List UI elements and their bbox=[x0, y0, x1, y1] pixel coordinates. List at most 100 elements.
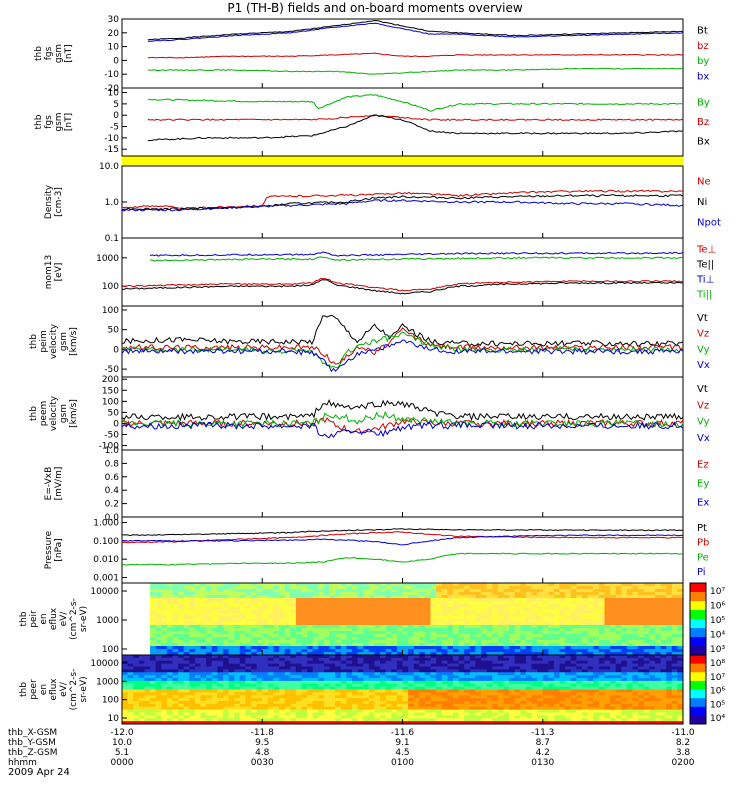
heatmap-cell bbox=[172, 680, 179, 685]
heatmap-cell bbox=[217, 692, 224, 696]
heatmap-cell bbox=[166, 628, 173, 632]
heatmap-cell bbox=[615, 660, 622, 665]
heatmap-cell bbox=[447, 607, 454, 611]
heatmap-cell bbox=[509, 646, 516, 650]
heatmap-cell bbox=[206, 721, 213, 725]
heatmap-cell bbox=[576, 709, 583, 713]
heatmap-cell bbox=[295, 698, 303, 702]
heatmap-cell bbox=[273, 712, 280, 716]
heatmap-cell bbox=[469, 678, 476, 682]
heatmap-cell bbox=[424, 622, 432, 626]
heatmap-cell bbox=[200, 586, 207, 590]
heatmap-cell bbox=[424, 655, 432, 659]
heatmap-cell bbox=[559, 703, 566, 708]
heatmap-cell bbox=[509, 640, 516, 644]
heatmap-cell bbox=[380, 686, 387, 690]
heatmap-cell bbox=[166, 678, 173, 682]
heatmap-cell bbox=[273, 601, 280, 605]
heatmap-cell bbox=[638, 680, 645, 685]
heatmap-cell bbox=[307, 692, 314, 696]
heatmap-cell bbox=[402, 583, 409, 587]
heatmap-cell bbox=[396, 649, 403, 653]
heatmap-cell bbox=[279, 715, 286, 719]
heatmap-cell bbox=[323, 680, 331, 685]
heatmap-cell bbox=[525, 604, 533, 608]
heatmap-cell bbox=[301, 652, 308, 656]
heatmap-cell bbox=[447, 718, 454, 722]
heatmap-cell bbox=[441, 631, 448, 635]
heatmap-cell bbox=[290, 583, 297, 587]
heatmap-cell bbox=[217, 631, 224, 635]
heatmap-cell bbox=[402, 655, 409, 659]
heatmap-cell bbox=[610, 703, 617, 708]
heatmap-cell bbox=[503, 692, 510, 696]
heatmap-cell bbox=[122, 703, 129, 708]
heatmap-cell bbox=[615, 619, 622, 623]
heatmap-cell bbox=[520, 613, 527, 617]
heatmap-cell bbox=[638, 698, 645, 702]
ytick-label: 1000 bbox=[96, 616, 119, 626]
heatmap-cell bbox=[256, 709, 263, 713]
heatmap-cell bbox=[363, 622, 370, 626]
heatmap-cell bbox=[610, 637, 617, 641]
heatmap-cell bbox=[458, 701, 465, 705]
heatmap-cell bbox=[312, 595, 319, 599]
heatmap-cell bbox=[492, 643, 499, 647]
heatmap-cell bbox=[458, 698, 465, 702]
heatmap-cell bbox=[509, 718, 516, 722]
heatmap-cell bbox=[582, 616, 589, 620]
heatmap-cell bbox=[430, 675, 437, 679]
heatmap-cell bbox=[346, 631, 353, 635]
heatmap-cell bbox=[509, 701, 516, 705]
heatmap-cell bbox=[514, 619, 521, 623]
heatmap-cell bbox=[419, 637, 426, 641]
heatmap-cell bbox=[430, 683, 437, 688]
heatmap-cell bbox=[537, 634, 544, 638]
heatmap-cell bbox=[318, 643, 325, 647]
heatmap-cell bbox=[542, 631, 549, 635]
heatmap-cell bbox=[565, 718, 572, 722]
heatmap-cell bbox=[514, 601, 521, 605]
heatmap-cell bbox=[194, 692, 202, 696]
ytick-label: 100 bbox=[102, 282, 119, 292]
heatmap-cell bbox=[206, 604, 213, 608]
heatmap-cell bbox=[638, 595, 645, 599]
heatmap-cell bbox=[464, 631, 471, 635]
heatmap-cell bbox=[486, 663, 493, 667]
heatmap-cell bbox=[178, 689, 185, 693]
heatmap-cell bbox=[509, 666, 516, 670]
heatmap-cell bbox=[357, 640, 364, 644]
heatmap-cell bbox=[525, 721, 533, 725]
heatmap-cell bbox=[295, 634, 303, 638]
heatmap-cell bbox=[318, 695, 325, 699]
heatmap-cell bbox=[570, 706, 577, 711]
heatmap-cell bbox=[520, 610, 527, 614]
panel-8: thb peir en eflux eV/(cm^2-s-sr-eV)10⁷10⁶10⁵… bbox=[19, 582, 725, 656]
heatmap-cell bbox=[615, 718, 622, 722]
heatmap-cell bbox=[127, 698, 134, 702]
heatmap-cell bbox=[452, 698, 460, 702]
heatmap-cell bbox=[166, 666, 173, 670]
heatmap-cell bbox=[542, 715, 549, 719]
heatmap-cell bbox=[481, 718, 488, 722]
heatmap-cell bbox=[509, 709, 516, 713]
heatmap-cell bbox=[284, 709, 291, 713]
heatmap-cell bbox=[396, 652, 403, 656]
legend-entry: by bbox=[697, 56, 709, 67]
heatmap-cell bbox=[430, 657, 437, 662]
heatmap-cell bbox=[615, 604, 622, 608]
heatmap-cell bbox=[626, 709, 634, 713]
heatmap-cell bbox=[492, 604, 499, 608]
heatmap-cell bbox=[677, 592, 684, 596]
heatmap-cell bbox=[559, 652, 566, 656]
heatmap-cell bbox=[262, 583, 269, 587]
heatmap-cell bbox=[447, 712, 454, 716]
heatmap-cell bbox=[385, 689, 392, 693]
heatmap-cell bbox=[352, 598, 359, 602]
heatmap-cell bbox=[419, 680, 426, 685]
heatmap-cell bbox=[251, 657, 258, 662]
heatmap-cell bbox=[553, 683, 561, 688]
heatmap-cell bbox=[150, 604, 157, 608]
heatmap-cell bbox=[284, 610, 291, 614]
heatmap-cell bbox=[514, 678, 521, 682]
